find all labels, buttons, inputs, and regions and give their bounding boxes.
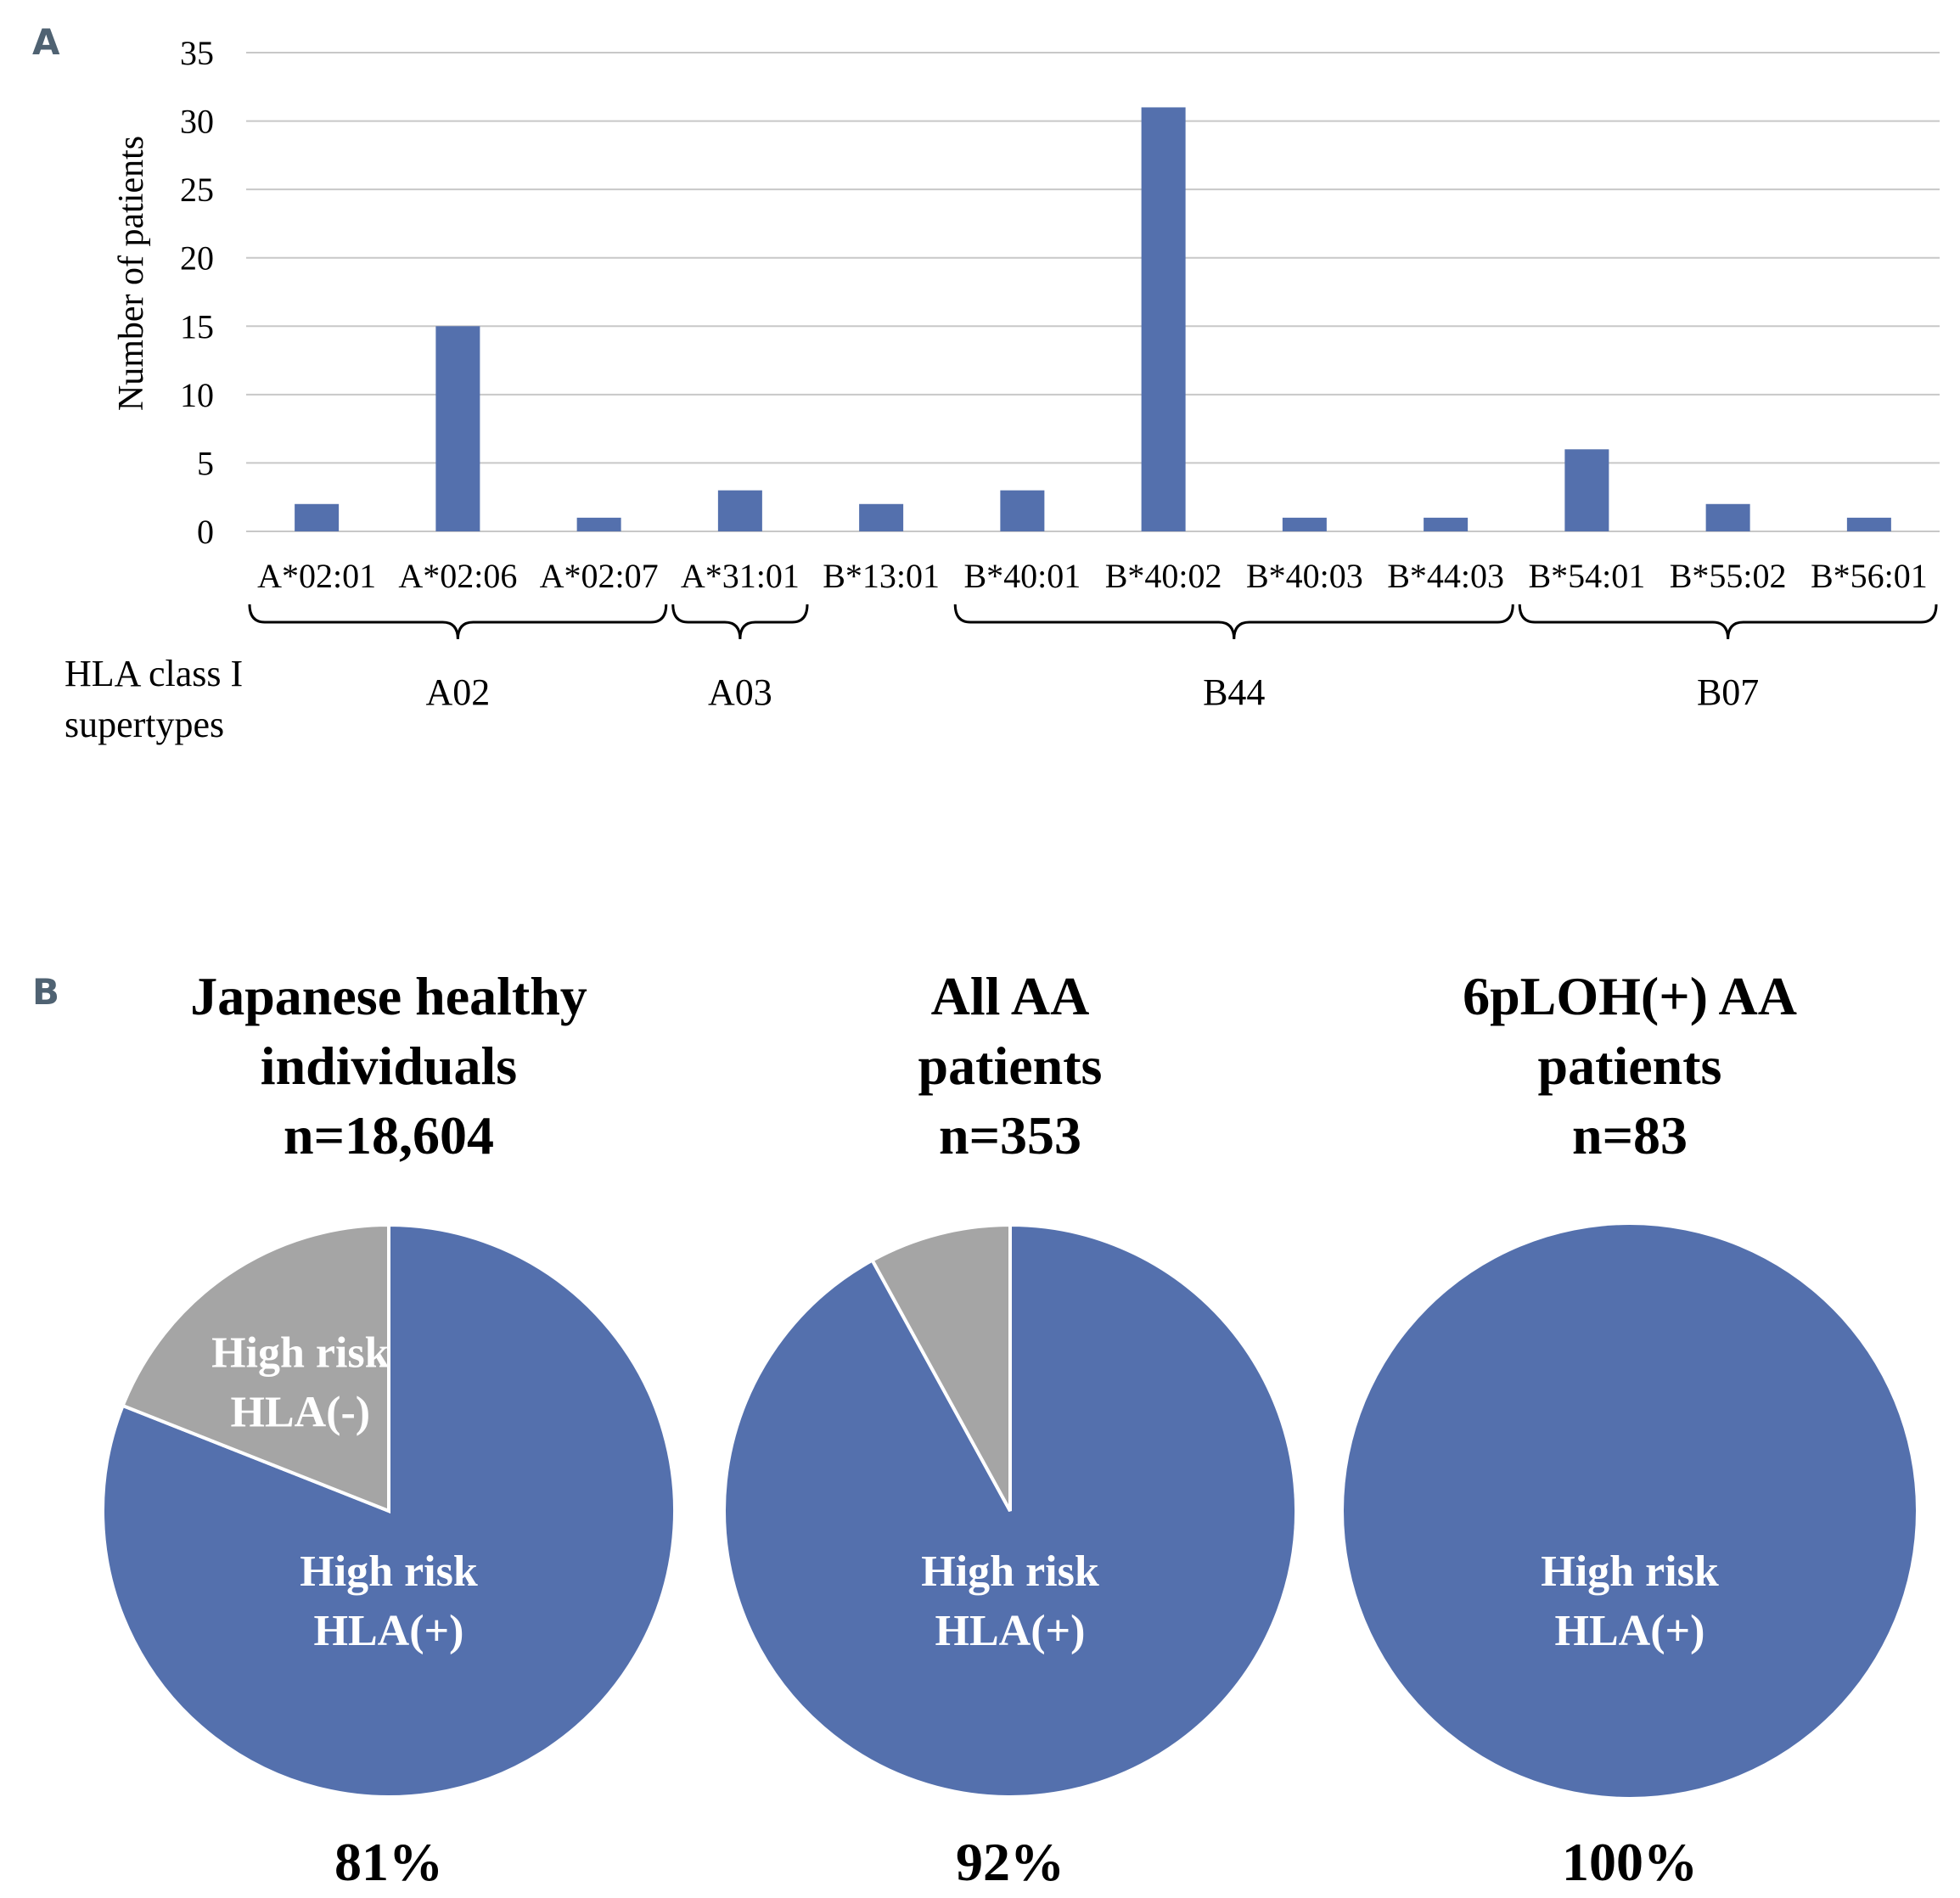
brace-A02 (248, 604, 668, 640)
pie-title-line: All AA (931, 966, 1090, 1026)
y-axis-label: Number of patients (112, 136, 151, 411)
pie-title-line: n=83 (1572, 1105, 1688, 1165)
bar-B*13:01 (859, 503, 904, 531)
supertype-B44: B44 (1203, 671, 1265, 713)
pie-title-line: individuals (261, 1036, 517, 1096)
bar-B*55:02 (1705, 503, 1750, 531)
supertype-label: HLA class I supertypes (65, 653, 252, 745)
pie-positive-label-line: HLA(+) (1555, 1607, 1705, 1655)
panel-b-letter: B (32, 971, 59, 1013)
brace-A03 (671, 604, 809, 640)
pie-positive-label-line: High risk (921, 1547, 1099, 1596)
pie-percent: 81% (334, 1832, 443, 1892)
bar-B*54:01 (1564, 449, 1609, 531)
supertype-label-line2: supertypes (65, 704, 224, 745)
pie-chart-1: Japanese healthy individuals n=18,604 High … (101, 966, 677, 1892)
pie-positive-label: High risk HLA(+) (921, 1547, 1099, 1655)
pie-chart-3: 6pLOH(+) AA patients n=83 High risk HLA(+) 10… (1344, 966, 1916, 1892)
pie-title-line: patients (918, 1036, 1103, 1096)
pie-positive-label: High risk HLA(+) (300, 1547, 478, 1655)
x-tick-label: B*54:01 (1528, 557, 1645, 595)
pie-positive-label-line: HLA(+) (935, 1607, 1086, 1655)
bar-A*31:01 (717, 490, 762, 531)
supertype-A03: A03 (708, 671, 772, 713)
pie-percent: 92% (956, 1832, 1064, 1892)
y-tick-label: 25 (180, 171, 214, 209)
y-tick-label: 10 (180, 376, 214, 414)
pie-positive-label-line: High risk (1541, 1547, 1719, 1596)
panel-a-letter: A (32, 21, 60, 63)
pie-negative-label-line: High risk (211, 1329, 390, 1378)
pie-title: 6pLOH(+) AA patients n=83 (1463, 966, 1797, 1165)
bar-B*40:02 (1141, 107, 1186, 531)
bar-chart-y-ticks: 0 5 10 15 20 25 30 35 (180, 34, 214, 551)
pie-positive-label-line: High risk (300, 1547, 478, 1596)
y-tick-label: 15 (180, 307, 214, 345)
pie-title-line: n=353 (939, 1105, 1081, 1165)
bar-chart-x-ticks: A*02:01 A*02:06 A*02:07 A*31:01 B*13:01 B*40:… (257, 557, 1928, 595)
y-tick-label: 20 (180, 239, 214, 278)
pie-title: Japanese healthy individuals n=18,604 (190, 966, 587, 1165)
y-tick-label: 0 (197, 513, 214, 551)
pie-negative-label: High risk HLA(-) (211, 1329, 390, 1437)
x-tick-label: B*13:01 (823, 557, 940, 595)
y-tick-label: 35 (180, 34, 214, 72)
pie-charts: Japanese healthy individuals n=18,604 High … (101, 966, 1916, 1892)
x-tick-label: B*40:01 (963, 557, 1081, 595)
x-tick-label: B*40:02 (1105, 557, 1222, 595)
x-tick-label: A*02:01 (257, 557, 376, 595)
bar-B*40:03 (1282, 517, 1327, 531)
pie-chart-2: All AA patients n=353 High risk HLA(+) 92% (722, 966, 1298, 1892)
pie-title-line: Japanese healthy (190, 966, 587, 1026)
x-tick-label: A*31:01 (681, 557, 800, 595)
y-tick-label: 30 (180, 103, 214, 141)
x-tick-label: B*56:01 (1811, 557, 1928, 595)
pie-title-line: n=18,604 (284, 1105, 494, 1165)
pie-positive-label-line: HLA(+) (314, 1607, 464, 1655)
supertype-label-line1: HLA class I (65, 653, 243, 694)
brace-B07 (1518, 604, 1938, 640)
brace-B44 (953, 604, 1514, 640)
y-tick-label: 5 (197, 444, 214, 482)
supertype-braces: A02 A03 B44 B07 (248, 604, 1938, 713)
bar-A*02:06 (435, 326, 480, 531)
pie-slice-negative (121, 1222, 390, 1513)
bar-A*02:07 (576, 517, 621, 531)
x-tick-label: B*40:03 (1246, 557, 1363, 595)
pie-slice-positive (1344, 1225, 1916, 1797)
pie-slice-negative (869, 1222, 1012, 1512)
x-tick-label: A*02:07 (540, 557, 659, 595)
x-tick-label: A*02:06 (398, 557, 517, 595)
bar-chart-grid (246, 52, 1940, 532)
bar-B*40:01 (1000, 490, 1045, 531)
pie-title-line: patients (1538, 1036, 1722, 1096)
pie-positive-label: High risk HLA(+) (1541, 1547, 1719, 1655)
pie-negative-label-line: HLA(-) (230, 1389, 370, 1437)
bar-chart-bars (295, 107, 1891, 531)
pie-title: All AA patients n=353 (918, 966, 1103, 1165)
pie-title-line: 6pLOH(+) AA (1463, 966, 1797, 1026)
supertype-A02: A02 (425, 671, 490, 713)
bar-A*02:01 (295, 503, 340, 531)
x-tick-label: B*55:02 (1670, 557, 1787, 595)
pie-percent: 100% (1562, 1832, 1698, 1892)
x-tick-label: B*44:03 (1387, 557, 1504, 595)
bar-B*56:01 (1846, 517, 1891, 531)
supertype-B07: B07 (1697, 671, 1759, 713)
bar-B*44:03 (1424, 517, 1469, 531)
